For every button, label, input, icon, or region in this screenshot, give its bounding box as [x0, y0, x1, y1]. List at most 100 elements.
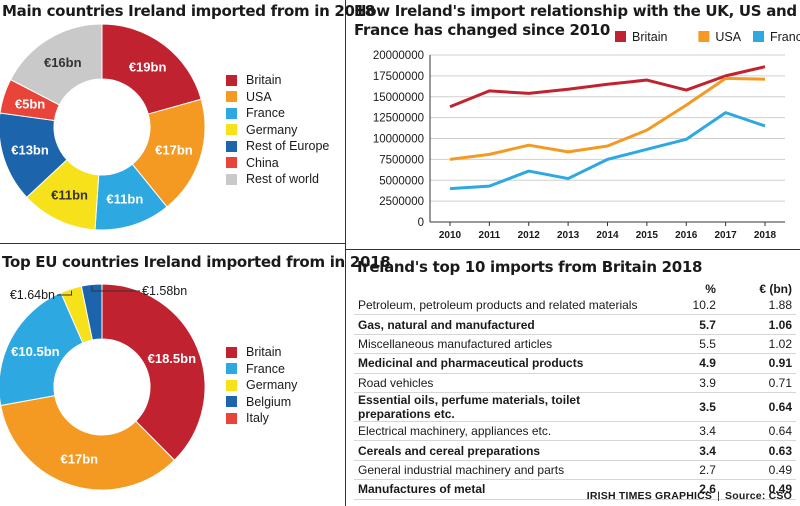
cell-eur: 0.71: [719, 373, 796, 393]
pie2-slice-britain: [101, 283, 206, 461]
legend2-label: Belgium: [246, 394, 292, 409]
line-xtick-label: 2012: [518, 230, 541, 238]
legend1-label: USA: [246, 89, 272, 104]
pie2-slice-france: [0, 395, 176, 491]
legend1-item-usa: USA: [226, 89, 329, 106]
pie1-label-0: €19bn: [129, 59, 167, 74]
line-xtick-label: 2017: [715, 230, 738, 238]
pie2-title: Top EU countries Ireland imported from i…: [2, 253, 391, 271]
line-xtick-label: 2016: [675, 230, 698, 238]
table-row: Medicinal and pharmaceutical products 4.9…: [354, 353, 796, 374]
cell-eur: 0.49: [719, 460, 796, 481]
cell-item: Electrical machinery, appliances etc.: [354, 421, 654, 442]
cell-eur: 1.06: [719, 314, 796, 335]
line-xtick-label: 2013: [557, 230, 580, 238]
pie1-legend: Britain USA France Germany Rest of Europe Chi…: [226, 72, 329, 188]
line-ytick-label: 7500000: [379, 154, 424, 166]
cell-pct: 3.4: [653, 440, 720, 461]
legend2-swatch: [226, 379, 237, 391]
col-eur-header: € (bn): [759, 281, 792, 296]
cell-eur: 1.02: [719, 334, 796, 355]
cell-pct: 5.7: [653, 314, 720, 335]
footer-separator: |: [717, 490, 721, 502]
table-row: General industrial machinery and parts 2.…: [354, 460, 796, 481]
pie2-legend: Britain France Germany Belgium Italy: [226, 344, 297, 427]
line-ytick-label: 15000000: [373, 92, 424, 104]
pie2-chart: €18.5bn €17bn €10.5bn €1.64bn €1.58bn: [0, 283, 206, 491]
pie2-slice-italy: [80, 283, 103, 341]
legend1-label: Britain: [246, 73, 282, 88]
legend1-label: France: [246, 106, 285, 121]
pie2-label-3: €1.64bn: [10, 288, 55, 302]
footer: IRISH TIMES GRAPHICS | Source: CSO: [587, 490, 792, 502]
legend2-label: France: [246, 361, 285, 376]
legend2-item-italy: Italy: [226, 410, 297, 427]
cell-pct: 2.6: [653, 479, 720, 500]
table-row: Petroleum, petroleum products and relate…: [354, 296, 796, 316]
pie1-slice-rest-of-world: [9, 23, 103, 106]
cell-eur: 0.91: [719, 353, 796, 374]
right-divider: [345, 249, 800, 250]
line-xtick-label: 2018: [754, 230, 777, 238]
cell-pct: 10.2: [653, 296, 720, 316]
pie1-slice-britain: [101, 23, 202, 115]
pie1-label-5: €5bn: [15, 97, 45, 112]
line-ytick-label: 5000000: [379, 175, 424, 187]
table-title: Ireland's top 10 imports from Britain 20…: [357, 258, 703, 276]
legend1-item-france: France: [226, 105, 329, 122]
cell-pct: 3.4: [653, 421, 720, 442]
line-series-france: [449, 111, 766, 191]
legend2-item-france: France: [226, 361, 297, 378]
legend2-swatch: [226, 346, 237, 358]
line-ytick-label: 0: [418, 217, 424, 229]
line-legend-swatch-france: [753, 31, 764, 42]
table-row: Gas, natural and manufactured 5.7 1.06: [354, 314, 796, 335]
legend1-swatch: [226, 140, 237, 152]
cell-item: Medicinal and pharmaceutical products: [354, 353, 654, 374]
pie2-slice-germany: [0, 291, 84, 407]
pie1-slice-rest-of-europe: [0, 112, 68, 199]
cell-item: Road vehicles: [354, 373, 654, 393]
table-row: Miscellaneous manufactured articles 5.5 1.…: [354, 334, 796, 355]
table-row: Road vehicles 3.9 0.71: [354, 373, 796, 393]
pie1-label-6: €16bn: [44, 55, 82, 70]
pie1-label-4: €13bn: [11, 142, 49, 157]
legend1-item-china: China: [226, 155, 329, 172]
legend1-label: China: [246, 155, 279, 170]
line-legend-label-france: France: [770, 30, 800, 44]
pie1-label-2: €11bn: [106, 191, 143, 206]
line-legend-label-usa: USA: [715, 30, 741, 44]
pie1-title: Main countries Ireland imported from in …: [2, 2, 375, 20]
line-legend-label-britain: Britain: [632, 30, 667, 44]
pie2-label-4: €1.58bn: [142, 284, 187, 298]
legend2-swatch: [226, 396, 237, 408]
vertical-divider: [345, 0, 346, 506]
legend2-item-belgium: Belgium: [226, 394, 297, 411]
table-row: Cereals and cereal preparations 3.4 0.63: [354, 440, 796, 461]
pie2-leader-4: [91, 286, 140, 292]
legend1-item-rest-of-world: Rest of world: [226, 171, 329, 188]
line-chart: 0 2500000 5000000 7500000 10000000 12500000 15…: [373, 30, 800, 238]
cell-eur: 1.88: [719, 296, 796, 316]
legend1-label: Rest of Europe: [246, 139, 330, 154]
cell-pct: 2.7: [653, 460, 720, 481]
cell-item: General industrial machinery and parts: [354, 460, 654, 481]
cell-item: Cereals and cereal preparations: [354, 440, 654, 461]
cell-pct: 3.9: [653, 373, 720, 393]
pie2-label-1: €17bn: [61, 452, 99, 467]
cell-pct: 5.5: [653, 334, 720, 355]
line-ytick-label: 20000000: [373, 50, 424, 62]
legend1-swatch: [226, 157, 237, 169]
left-divider: [0, 243, 345, 244]
line-xtick-label: 2015: [636, 230, 659, 238]
cell-item: Miscellaneous manufactured articles: [354, 334, 654, 355]
legend1-item-rest-of-europe: Rest of Europe: [226, 138, 329, 155]
line-xtick-label: 2014: [596, 230, 619, 238]
legend2-item-britain: Britain: [226, 344, 297, 361]
cell-pct: 3.5: [653, 392, 720, 422]
line-series-britain: [449, 65, 766, 109]
line-ytick-label: 2500000: [379, 196, 424, 208]
line-legend-swatch-britain: [615, 31, 626, 42]
pie1-label-3: €11bn: [51, 188, 88, 203]
cell-item: Gas, natural and manufactured: [354, 314, 654, 335]
